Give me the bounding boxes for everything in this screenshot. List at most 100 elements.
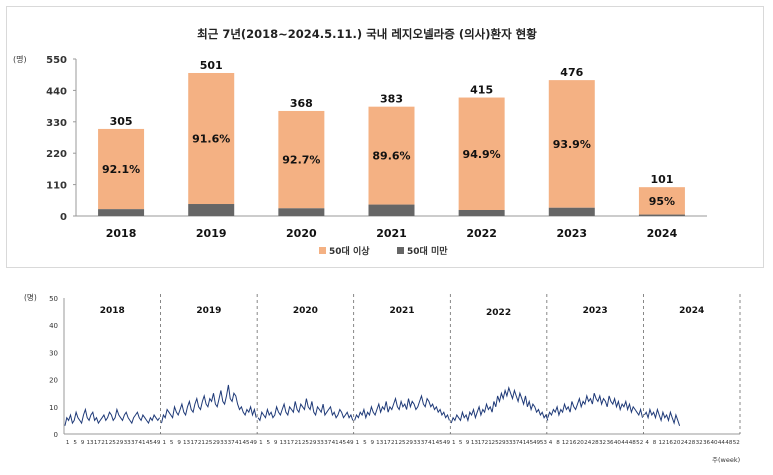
weekly-cases-line-2018 [64,407,161,426]
line-week-tick-label: 13 [376,440,384,446]
bar-under50 [548,207,595,216]
line-week-tick-label: 41 [235,440,243,446]
bar-under50 [638,214,685,216]
line-week-tick-label: 29 [309,440,317,446]
bar-category-label: 2024 [647,227,678,240]
line-week-tick-label: 33 [317,440,325,446]
bar-category-label: 2023 [556,227,587,240]
line-y-tick-label: 0 [54,431,58,439]
line-week-tick-label: 12 [562,440,569,446]
bar-chart-legend: 50대 이상 50대 미만 [319,245,448,257]
line-week-tick-label: 37 [324,440,332,446]
bar-50plus [278,110,325,209]
line-week-tick-label: 13 [471,440,479,446]
line-week-tick-label: 13 [86,440,94,446]
legend-swatch [319,247,326,254]
line-week-tick-label: 5 [73,440,77,446]
line-year-label: 2024 [679,306,704,316]
bar-category-label: 2022 [466,227,497,240]
line-week-tick-label: 5 [459,440,463,446]
bar-under50 [188,204,235,216]
bar-total-label: 101 [650,173,673,186]
line-week-tick-label: 9 [177,440,181,446]
bar-percent-label: 92.7% [282,154,320,167]
bar-under50 [98,209,145,216]
bar-percent-label: 94.9% [463,148,501,161]
bar-total-label: 305 [110,115,133,128]
line-week-tick-label: 33 [505,440,513,446]
line-week-tick-label: 4 [549,440,553,446]
line-week-tick-label: 8 [653,440,657,446]
line-year-label: 2019 [196,306,221,316]
bar-percent-label: 93.9% [553,138,591,151]
line-week-tick-label: 37 [421,440,429,446]
line-week-tick-label: 1 [163,440,167,446]
bar-under50 [278,208,325,216]
line-week-tick-label: 48 [725,440,733,446]
bar-percent-label: 92.1% [102,163,140,176]
line-week-tick-label: 40 [710,440,718,446]
line-week-tick-label: 36 [606,440,614,446]
line-week-tick-label: 25 [109,440,117,446]
line-week-tick-label: 17 [190,440,198,446]
line-week-tick-label: 24 [584,440,592,446]
line-week-tick-label: 21 [101,440,109,446]
line-week-tick-label: 21 [198,440,206,446]
line-week-tick-label: 20 [673,440,681,446]
line-week-tick-label: 21 [294,440,302,446]
line-chart-series [64,384,681,426]
bar-total-label: 383 [380,93,403,106]
line-year-label: 2020 [293,306,318,316]
line-week-tick-label: 45 [242,440,250,446]
line-week-tick-label: 37 [512,440,520,446]
bar-y-tick-label: 110 [46,181,67,192]
line-y-tick-label: 30 [49,349,58,357]
line-week-tick-label: 29 [406,440,414,446]
bar-total-label: 501 [200,59,223,72]
line-week-tick-label: 21 [485,440,493,446]
line-chart-x-label: 주(week) [712,456,740,464]
bar-y-tick-label: 550 [46,55,67,66]
weekly-cases-line-2023 [547,393,643,418]
line-week-tick-label: 1 [356,440,360,446]
line-week-tick-label: 17 [287,440,295,446]
line-week-tick-label: 29 [213,440,221,446]
bar-chart: 최근 7년(2018~2024.5.11.) 국내 레지오넬라증 (의사)환자 … [13,27,707,257]
line-week-tick-label: 16 [666,440,674,446]
line-week-tick-label: 13 [280,440,288,446]
bar-chart-y-axis: 0 110 220 330 440 550 [46,55,707,223]
line-week-tick-label: 49 [153,440,161,446]
bar-chart-unit: (명) [13,54,27,64]
weekly-cases-line-2024 [643,407,681,426]
line-week-tick-label: 33 [124,440,132,446]
line-week-tick-label: 21 [391,440,399,446]
line-week-tick-label: 41 [428,440,436,446]
line-week-tick-label: 49 [250,440,258,446]
bar-50plus [188,72,235,205]
line-week-tick-label: 49 [443,440,451,446]
line-week-tick-label: 53 [540,440,548,446]
bar-under50 [458,210,505,216]
line-week-tick-label: 9 [274,440,278,446]
line-week-tick-label: 9 [371,440,375,446]
line-week-tick-label: 52 [636,440,643,446]
line-week-tick-label: 1 [452,440,456,446]
line-week-tick-label: 28 [688,440,696,446]
line-week-tick-label: 33 [220,440,228,446]
line-week-tick-label: 52 [733,440,740,446]
line-week-tick-label: 49 [346,440,354,446]
bar-50plus [548,80,595,208]
line-week-tick-label: 13 [183,440,191,446]
bar-percent-label: 91.6% [192,132,230,145]
bar-y-tick-label: 330 [46,118,67,129]
line-year-label: 2023 [583,306,608,316]
line-week-tick-label: 25 [302,440,310,446]
line-week-tick-label: 1 [66,440,70,446]
line-week-tick-label: 45 [146,440,154,446]
line-chart-year-dividers [160,294,741,434]
line-week-tick-label: 37 [228,440,236,446]
line-y-tick-label: 40 [49,322,58,330]
bar-chart-title: 최근 7년(2018~2024.5.11.) 국내 레지오넬라증 (의사)환자 … [197,27,537,41]
line-week-tick-label: 48 [629,440,637,446]
bar-category-label: 2021 [376,227,407,240]
